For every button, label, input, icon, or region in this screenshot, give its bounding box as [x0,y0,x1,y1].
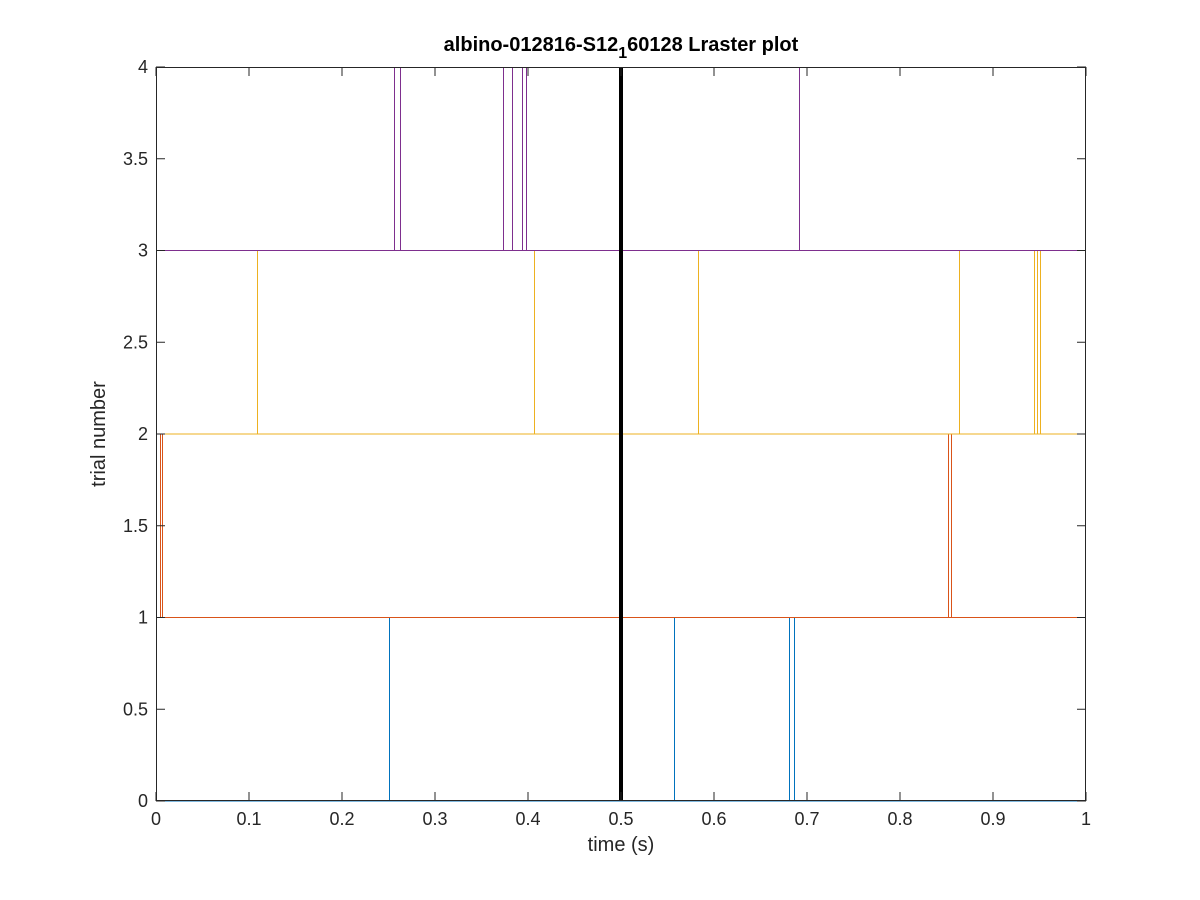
y-tick-label: 0.5 [123,699,148,719]
y-tick-label: 0 [138,791,148,811]
x-axis-label: time (s) [588,834,655,856]
title-subscript: 1 [618,45,627,62]
y-tick-label: 4 [138,57,148,77]
y-tick-label: 2 [138,424,148,444]
x-tick-label: 0.1 [236,809,261,829]
y-axis-label: trial number [88,381,110,487]
x-tick-label: 0.3 [422,809,447,829]
title-main: albino-012816-S12 [444,34,619,56]
plot-frame [156,67,1086,801]
y-tick-label: 3.5 [123,149,148,169]
x-tick-label: 0.7 [794,809,819,829]
y-tick-label: 3 [138,241,148,261]
x-tick-label: 0.8 [887,809,912,829]
x-tick-label: 0.9 [980,809,1005,829]
x-tick-label: 0.4 [515,809,540,829]
y-tick-label: 1.5 [123,516,148,536]
y-tick-label: 2.5 [123,332,148,352]
title-suffix: 60128 Lraster plot [627,34,799,56]
x-tick-label: 1 [1081,809,1091,829]
chart-title: albino-012816-S12160128 Lraster plot [444,34,799,62]
tick-layer: 0 0.1 0.2 0.3 0.4 0.5 0.6 0.7 0.8 0.9 1 0 0.5 1 1.5 2 2.… [123,57,1091,829]
x-tick-label: 0.5 [608,809,633,829]
x-tick-label: 0.6 [701,809,726,829]
y-tick-label: 1 [138,608,148,628]
x-tick-label: 0 [151,809,161,829]
x-tick-label: 0.2 [329,809,354,829]
